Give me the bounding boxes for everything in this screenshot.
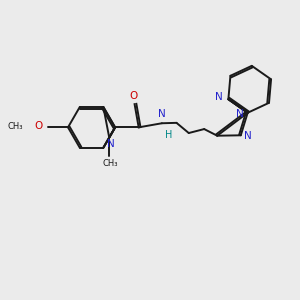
Text: N: N: [107, 140, 115, 149]
Text: N: N: [158, 109, 166, 119]
Text: CH₃: CH₃: [102, 159, 118, 168]
Text: O: O: [34, 122, 43, 131]
Text: N: N: [236, 109, 244, 119]
Text: H: H: [165, 130, 172, 140]
Text: O: O: [130, 91, 138, 101]
Text: N: N: [244, 131, 252, 141]
Text: N: N: [215, 92, 223, 103]
Text: CH₃: CH₃: [7, 122, 22, 131]
